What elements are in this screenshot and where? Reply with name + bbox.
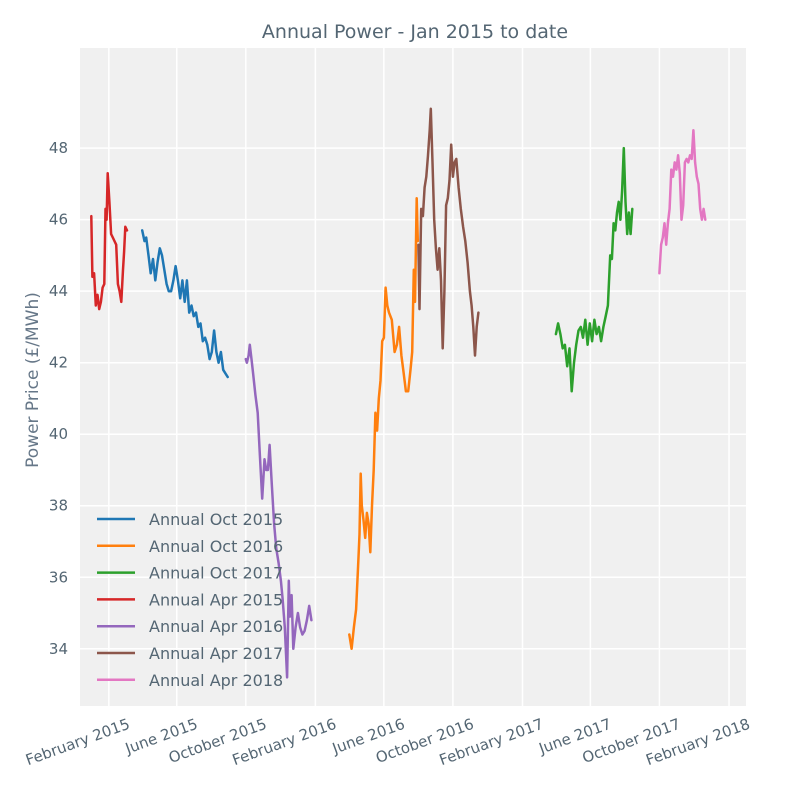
series-line-annual-apr-2018 (658, 128, 707, 275)
y-tick-label: 40 (49, 425, 68, 443)
chart-title: Annual Power - Jan 2015 to date (262, 21, 568, 43)
y-axis-tick-labels: 34 36 38 40 42 44 46 48 (49, 139, 68, 658)
series-line-annual-oct-2017 (554, 146, 634, 393)
legend-label: Annual Oct 2016 (149, 537, 283, 556)
series-lines (90, 107, 707, 679)
y-tick-label: 42 (49, 354, 68, 372)
y-tick-label: 48 (49, 139, 68, 157)
y-tick-label: 34 (49, 640, 68, 658)
y-tick-label: 44 (49, 282, 68, 300)
y-tick-label: 38 (49, 497, 68, 515)
y-tick-label: 36 (49, 568, 68, 586)
series-line-annual-apr-2017 (417, 107, 480, 357)
y-gridlines (80, 147, 746, 650)
legend-label: Annual Apr 2015 (149, 590, 283, 609)
series-line-annual-apr-2015 (90, 171, 129, 311)
x-gridlines (108, 48, 730, 706)
legend-label: Annual Apr 2016 (149, 617, 283, 636)
legend-label: Annual Apr 2017 (149, 644, 283, 663)
plot-area (80, 48, 746, 706)
y-axis-label: Power Price (£/MWh) (23, 292, 43, 468)
legend-label: Annual Apr 2018 (149, 671, 283, 690)
series-line-annual-apr-2016 (244, 343, 313, 679)
legend-label: Annual Oct 2017 (149, 564, 283, 583)
legend-label: Annual Oct 2015 (149, 510, 283, 529)
series-line-annual-oct-2015 (140, 229, 229, 379)
y-tick-label: 46 (49, 211, 68, 229)
series-line-annual-oct-2016 (348, 196, 420, 651)
legend: Annual Oct 2015 Annual Oct 2016 Annual Oct… (97, 510, 283, 690)
